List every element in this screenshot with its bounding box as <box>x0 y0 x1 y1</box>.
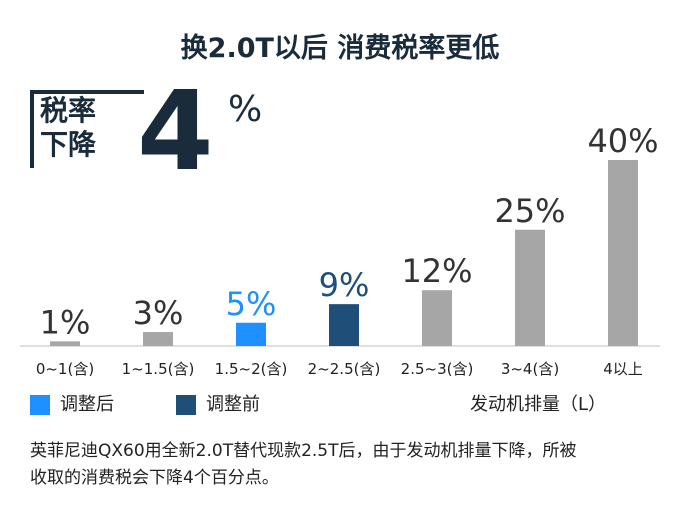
x-tick-label: 4以上 <box>603 360 643 378</box>
caption-line-1: 英菲尼迪QX60用全新2.0T替代现款2.5T后，由于发动机排量下降，所被 <box>30 441 577 461</box>
x-tick-label: 2.5~3(含) <box>401 360 474 378</box>
x-axis-title: 发动机排量（L） <box>470 394 607 415</box>
rate-callout-label-line1: 税率 <box>40 94 97 127</box>
bar-data-label: 25% <box>494 192 565 230</box>
rate-callout-unit: % <box>228 89 263 130</box>
x-tick-label: 1~1.5(含) <box>122 360 195 378</box>
caption-line-2: 收取的消费税会下降4个百分点。 <box>30 468 279 488</box>
bar <box>236 322 266 346</box>
bar <box>329 304 359 346</box>
bar-data-label: 12% <box>401 252 472 290</box>
x-tick-label: 2~2.5(含) <box>308 360 381 378</box>
bar <box>608 160 638 346</box>
rate-callout-label-line2: 下降 <box>40 128 97 161</box>
legend-label-before: 调整前 <box>206 394 260 415</box>
caption: 英菲尼迪QX60用全新2.0T替代现款2.5T后，由于发动机排量下降，所被 收取… <box>30 438 660 492</box>
legend-swatch-before <box>176 395 196 415</box>
bar-data-label: 5% <box>226 285 277 323</box>
bar <box>515 229 545 346</box>
bar-data-label: 40% <box>587 122 658 160</box>
bar <box>143 332 173 346</box>
bar-data-label: 1% <box>40 303 91 341</box>
bar <box>50 341 80 346</box>
page-title: 换2.0T以后 消费税率更低 <box>180 33 500 64</box>
bar-data-label: 9% <box>319 266 370 304</box>
legend-swatch-after <box>30 395 50 415</box>
rate-callout-value: 4 <box>137 67 214 195</box>
rate-callout-frame <box>30 90 144 168</box>
x-tick-label: 0~1(含) <box>36 360 94 378</box>
x-tick-label: 1.5~2(含) <box>215 360 288 378</box>
legend-label-after: 调整后 <box>60 394 114 415</box>
bar <box>422 290 452 346</box>
rate-callout-label: 税率 下降 <box>40 94 120 162</box>
x-tick-label: 3~4(含) <box>501 360 559 378</box>
bar-data-label: 3% <box>133 294 184 332</box>
